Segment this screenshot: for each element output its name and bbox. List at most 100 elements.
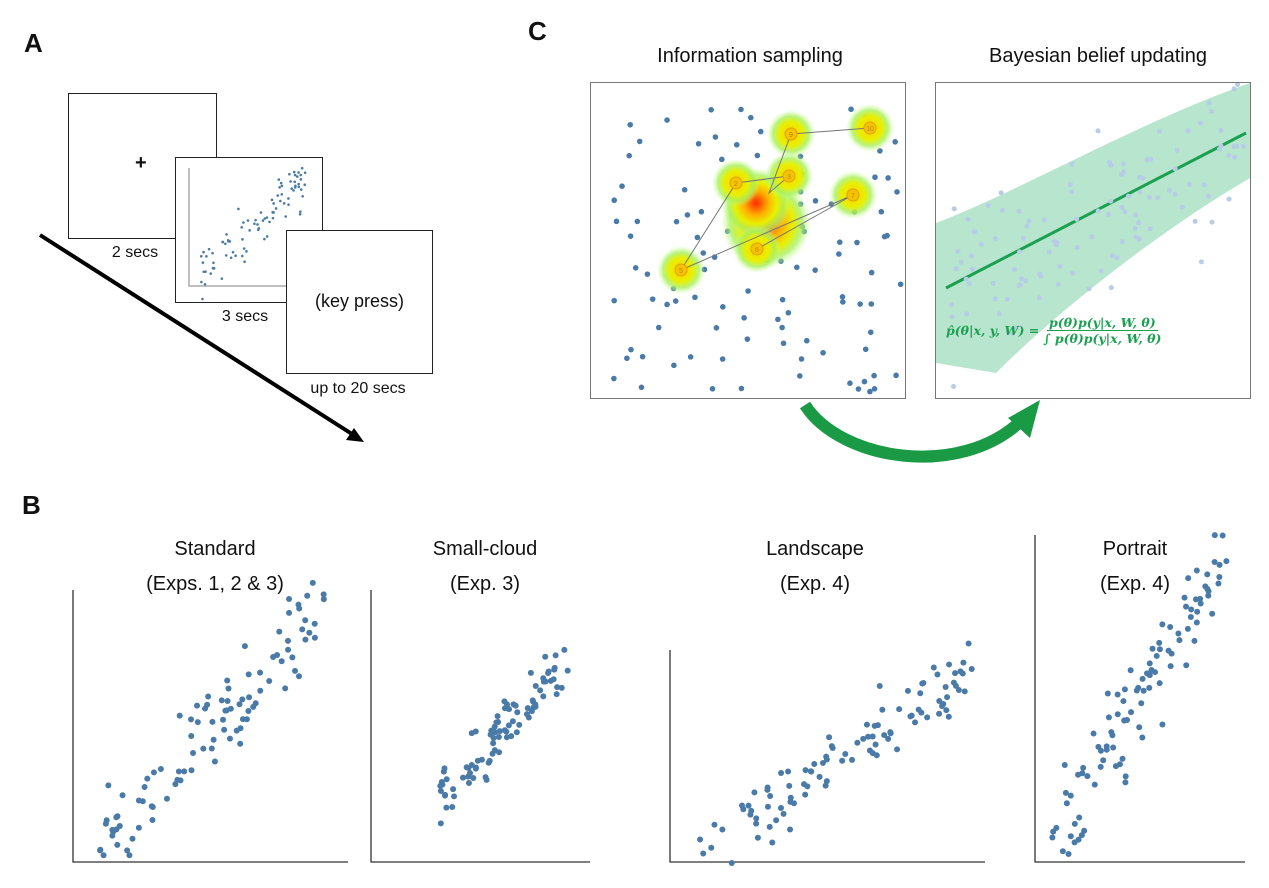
data-point xyxy=(243,260,246,264)
data-point xyxy=(200,745,207,752)
data-point xyxy=(1136,220,1142,226)
data-point xyxy=(940,700,947,707)
title-line: Landscape xyxy=(766,538,864,560)
data-point xyxy=(785,768,792,775)
data-point xyxy=(1184,625,1191,632)
data-point xyxy=(700,250,707,256)
title-line: (Exp. 4) xyxy=(779,573,851,595)
data-point xyxy=(728,859,735,866)
data-point xyxy=(872,174,878,181)
data-point xyxy=(829,745,836,752)
plot-title-portrait: Portrait (Exp. 4) xyxy=(1100,532,1170,602)
data-point xyxy=(1174,147,1180,153)
title-line: Portrait xyxy=(1102,538,1168,560)
data-point xyxy=(876,683,883,690)
data-point xyxy=(278,658,285,665)
data-point xyxy=(847,380,853,387)
data-point xyxy=(243,716,250,723)
data-point xyxy=(1215,580,1222,587)
panel-label-c: C xyxy=(528,16,547,46)
data-point xyxy=(741,315,747,321)
data-point xyxy=(1172,191,1178,197)
data-point xyxy=(887,729,894,736)
data-point xyxy=(1110,744,1117,751)
data-point xyxy=(644,271,651,277)
data-point xyxy=(1198,259,1204,265)
data-point xyxy=(611,375,617,382)
data-point xyxy=(212,261,215,265)
data-point xyxy=(299,626,306,633)
data-point xyxy=(611,197,618,204)
data-point xyxy=(309,579,316,586)
data-point xyxy=(224,254,228,257)
data-point xyxy=(540,675,547,682)
data-point xyxy=(1149,645,1156,652)
data-point xyxy=(1153,652,1160,659)
data-point xyxy=(490,740,497,747)
data-point xyxy=(1024,223,1030,229)
data-point xyxy=(503,734,510,741)
data-point xyxy=(126,852,133,859)
data-point xyxy=(1135,684,1142,691)
data-point xyxy=(486,757,493,764)
data-point xyxy=(719,826,726,833)
data-point xyxy=(812,198,819,204)
data-point xyxy=(1132,225,1138,231)
data-point xyxy=(1146,194,1152,200)
data-point xyxy=(969,266,975,272)
data-point xyxy=(1104,690,1111,697)
data-point xyxy=(1105,211,1111,217)
data-point xyxy=(1120,161,1126,167)
data-point xyxy=(478,756,485,763)
data-point xyxy=(708,844,715,851)
data-point xyxy=(949,302,955,308)
data-point xyxy=(1067,792,1074,799)
data-point xyxy=(1197,120,1203,126)
data-point xyxy=(470,775,477,782)
data-point xyxy=(263,217,267,220)
title-line: (Exps. 1, 2 & 3) xyxy=(146,573,284,595)
data-point xyxy=(655,324,662,331)
formula-lhs: p̂(θ|x, y, W) = xyxy=(946,323,1040,338)
fixation-marker xyxy=(846,188,860,202)
data-point xyxy=(747,114,754,121)
data-point xyxy=(681,186,688,193)
data-point xyxy=(1146,660,1153,667)
data-point xyxy=(1140,687,1147,694)
fixation-marker xyxy=(863,121,877,135)
fixation-marker xyxy=(782,169,796,183)
bayesian-title: Bayesian belief updating xyxy=(989,45,1207,67)
data-point xyxy=(225,233,228,236)
data-point xyxy=(949,314,955,320)
data-point xyxy=(550,676,557,683)
data-point xyxy=(1091,781,1098,788)
data-point xyxy=(777,804,784,811)
data-point xyxy=(1095,743,1102,750)
data-point xyxy=(1185,575,1192,582)
data-point xyxy=(274,207,278,210)
data-point xyxy=(840,299,846,305)
data-point xyxy=(786,782,793,789)
data-point xyxy=(627,121,633,128)
data-point xyxy=(854,739,861,746)
data-point xyxy=(1155,195,1161,201)
data-point xyxy=(787,798,794,805)
data-point xyxy=(276,194,280,197)
data-point xyxy=(1192,218,1198,224)
data-point xyxy=(176,712,183,719)
data-point xyxy=(778,770,785,777)
data-point xyxy=(918,709,925,716)
data-point xyxy=(966,281,972,287)
data-point xyxy=(1179,204,1185,210)
data-point xyxy=(881,732,888,739)
data-point xyxy=(266,677,273,684)
data-point xyxy=(769,839,776,846)
data-point xyxy=(917,690,924,697)
data-point xyxy=(1061,761,1068,768)
data-point xyxy=(638,384,645,391)
data-point xyxy=(684,212,691,218)
title-line: (Exp. 3) xyxy=(449,573,521,595)
plot-title-standard: Standard (Exps. 1, 2 & 3) xyxy=(146,532,284,602)
data-point xyxy=(449,803,456,810)
